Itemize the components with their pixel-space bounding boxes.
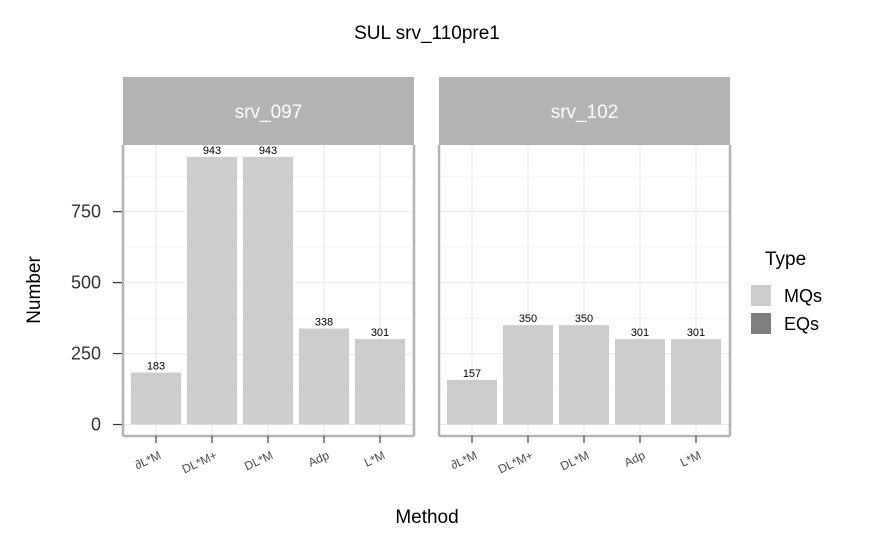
bar bbox=[243, 156, 293, 425]
x-axis-title: Method bbox=[395, 507, 458, 528]
facet-strip-label: srv_102 bbox=[551, 102, 619, 123]
y-tick-label: 250 bbox=[71, 344, 101, 364]
facet-strip bbox=[439, 77, 730, 145]
legend-swatch bbox=[751, 285, 771, 306]
x-tick-label: DL*M+ bbox=[496, 448, 535, 476]
x-tick-label: ∂L*M bbox=[133, 448, 164, 472]
x-tick-label: ∂L*M bbox=[449, 448, 480, 472]
bar bbox=[671, 339, 721, 425]
bar-value-label: 157 bbox=[463, 368, 481, 380]
x-tick-label: DL*M bbox=[558, 448, 591, 473]
facet-strip-label: srv_097 bbox=[235, 102, 303, 123]
bar-value-label: 338 bbox=[315, 317, 333, 329]
facet-panel: srv_097 183 943 943 338 301 ∂L*M DL*M+ DL*M Adp L*… bbox=[121, 77, 416, 476]
bar-value-label: 301 bbox=[371, 327, 389, 339]
bar-value-label: 350 bbox=[575, 313, 593, 325]
x-tick-label: L*M bbox=[678, 448, 703, 470]
bar bbox=[131, 372, 181, 425]
legend: Type MQs EQs bbox=[751, 249, 822, 334]
bar bbox=[559, 325, 609, 425]
bar bbox=[615, 339, 665, 425]
bar-value-label: 183 bbox=[147, 361, 165, 373]
x-tick-label: L*M bbox=[362, 448, 387, 470]
x-tick-label: DL*M+ bbox=[180, 448, 219, 476]
y-tick-label: 500 bbox=[71, 273, 101, 293]
x-tick-label: Adp bbox=[622, 448, 648, 470]
legend-label: EQs bbox=[784, 314, 819, 334]
facet-panel: srv_102 157 350 350 301 301 ∂L*M DL*M+ DL*M Adp L*… bbox=[437, 77, 732, 476]
bar-value-label: 943 bbox=[259, 145, 277, 157]
bar bbox=[187, 156, 237, 425]
y-axis: 0 250 500 750 bbox=[71, 202, 123, 435]
bar-value-label: 943 bbox=[203, 145, 221, 157]
legend-swatch bbox=[751, 313, 771, 334]
bar bbox=[447, 379, 497, 425]
y-tick-label: 0 bbox=[91, 415, 101, 435]
bar-value-label: 301 bbox=[631, 327, 649, 339]
x-tick-label: DL*M bbox=[242, 448, 275, 473]
bar bbox=[299, 328, 349, 425]
legend-label: MQs bbox=[784, 286, 822, 306]
y-tick-label: 750 bbox=[71, 202, 101, 222]
bar-value-label: 301 bbox=[687, 327, 705, 339]
chart-title: SUL srv_110pre1 bbox=[354, 23, 500, 44]
bar bbox=[503, 325, 553, 425]
x-tick-label: Adp bbox=[306, 448, 332, 470]
facet-strip bbox=[123, 77, 414, 145]
y-axis-title: Number bbox=[24, 256, 45, 324]
legend-title: Type bbox=[765, 249, 806, 270]
panels: srv_097 183 943 943 338 301 ∂L*M DL*M+ DL*M Adp L*… bbox=[121, 77, 732, 476]
bar-value-label: 350 bbox=[519, 313, 537, 325]
bar bbox=[355, 339, 405, 425]
